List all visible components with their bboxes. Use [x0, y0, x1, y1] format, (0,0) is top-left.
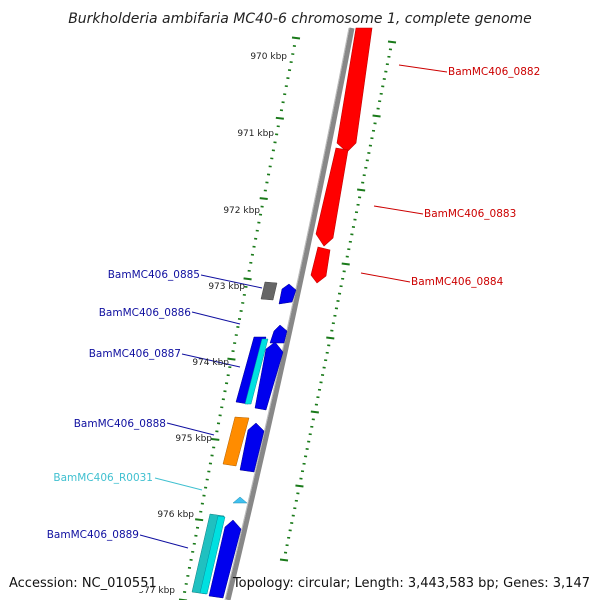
major-tick-mark — [275, 116, 284, 120]
chromosome-backbone — [225, 27, 355, 600]
major-tick-mark — [341, 262, 350, 266]
gene-label-0883[interactable]: BamMC406_0883 — [424, 208, 516, 220]
major-tick-mark — [295, 484, 304, 488]
major-tick-mark — [279, 558, 289, 562]
genome-summary-text: Topology: circular; Length: 3,443,583 bp… — [232, 576, 590, 591]
major-tick-mark — [195, 518, 204, 522]
forward-strand-genes — [310, 27, 373, 284]
gene-labels: BamMC406_0882 BamMC406_0883 BamMC406_088… — [47, 66, 541, 541]
major-tick-mark — [372, 114, 381, 118]
major-tick-mark — [259, 197, 268, 201]
summary-backdrop — [258, 573, 594, 591]
gene-feature-0888[interactable] — [239, 422, 265, 473]
gene-feature-0887-cyan[interactable] — [244, 338, 269, 405]
major-tick-mark — [310, 410, 319, 414]
tick-labels: 970 kbp 971 kbp 972 kbp 973 kbp 974 kbp … — [138, 52, 287, 596]
gene-feature-0885-grey[interactable] — [260, 281, 278, 301]
gene-label-R0031[interactable]: BamMC406_R0031 — [53, 472, 153, 484]
gene-feature-0889[interactable] — [208, 519, 242, 599]
gene-label-0885[interactable]: BamMC406_0885 — [108, 269, 200, 281]
major-tick-mark — [291, 36, 301, 40]
gene-feature-0889-cyan[interactable] — [199, 515, 226, 595]
gene-label-0889[interactable]: BamMC406_0889 — [47, 529, 139, 541]
tick-label-976: 976 kbp — [157, 510, 194, 520]
gene-feature-0885[interactable] — [278, 283, 297, 305]
map-title: Burkholderia ambifaria MC40-6 chromosome… — [68, 11, 532, 27]
gene-label-0886[interactable]: BamMC406_0886 — [99, 307, 192, 319]
gene-label-0888[interactable]: BamMC406_0888 — [74, 418, 166, 430]
rna-feature-R0031[interactable] — [232, 496, 248, 504]
gene-label-0887[interactable]: BamMC406_0887 — [89, 348, 181, 360]
tick-label-971: 971 kbp — [237, 129, 274, 139]
major-tick-mark — [243, 277, 252, 281]
major-tick-mark — [357, 188, 366, 192]
gene-feature-0886[interactable] — [269, 324, 288, 344]
tick-label-977: 977 kbp — [138, 586, 175, 596]
major-tick-mark — [326, 336, 335, 340]
gene-feature-0884[interactable] — [310, 246, 331, 284]
gene-feature-0882[interactable] — [336, 27, 373, 153]
gene-label-0882[interactable]: BamMC406_0882 — [448, 66, 540, 78]
gene-feature-0883[interactable] — [315, 147, 349, 247]
accession-backdrop — [6, 573, 146, 591]
gene-feature-0887[interactable] — [254, 341, 284, 411]
accession-text: Accession: NC_010551 — [9, 576, 157, 591]
tick-label-973: 973 kbp — [208, 282, 245, 292]
reverse-strand-genes — [191, 281, 297, 599]
major-tick-mark — [211, 437, 220, 441]
tick-label-974: 974 kbp — [192, 358, 229, 368]
tick-label-970: 970 kbp — [250, 52, 287, 62]
chromosome-backbone-highlight — [224, 27, 350, 600]
label-connectors — [139, 64, 448, 549]
major-tick-mark — [227, 357, 236, 361]
major-tick-mark — [387, 40, 397, 44]
tick-label-975: 975 kbp — [175, 434, 212, 444]
gene-feature-0888-orange[interactable] — [222, 416, 250, 467]
gene-label-0884[interactable]: BamMC406_0884 — [411, 276, 504, 288]
tick-label-972: 972 kbp — [223, 206, 260, 216]
